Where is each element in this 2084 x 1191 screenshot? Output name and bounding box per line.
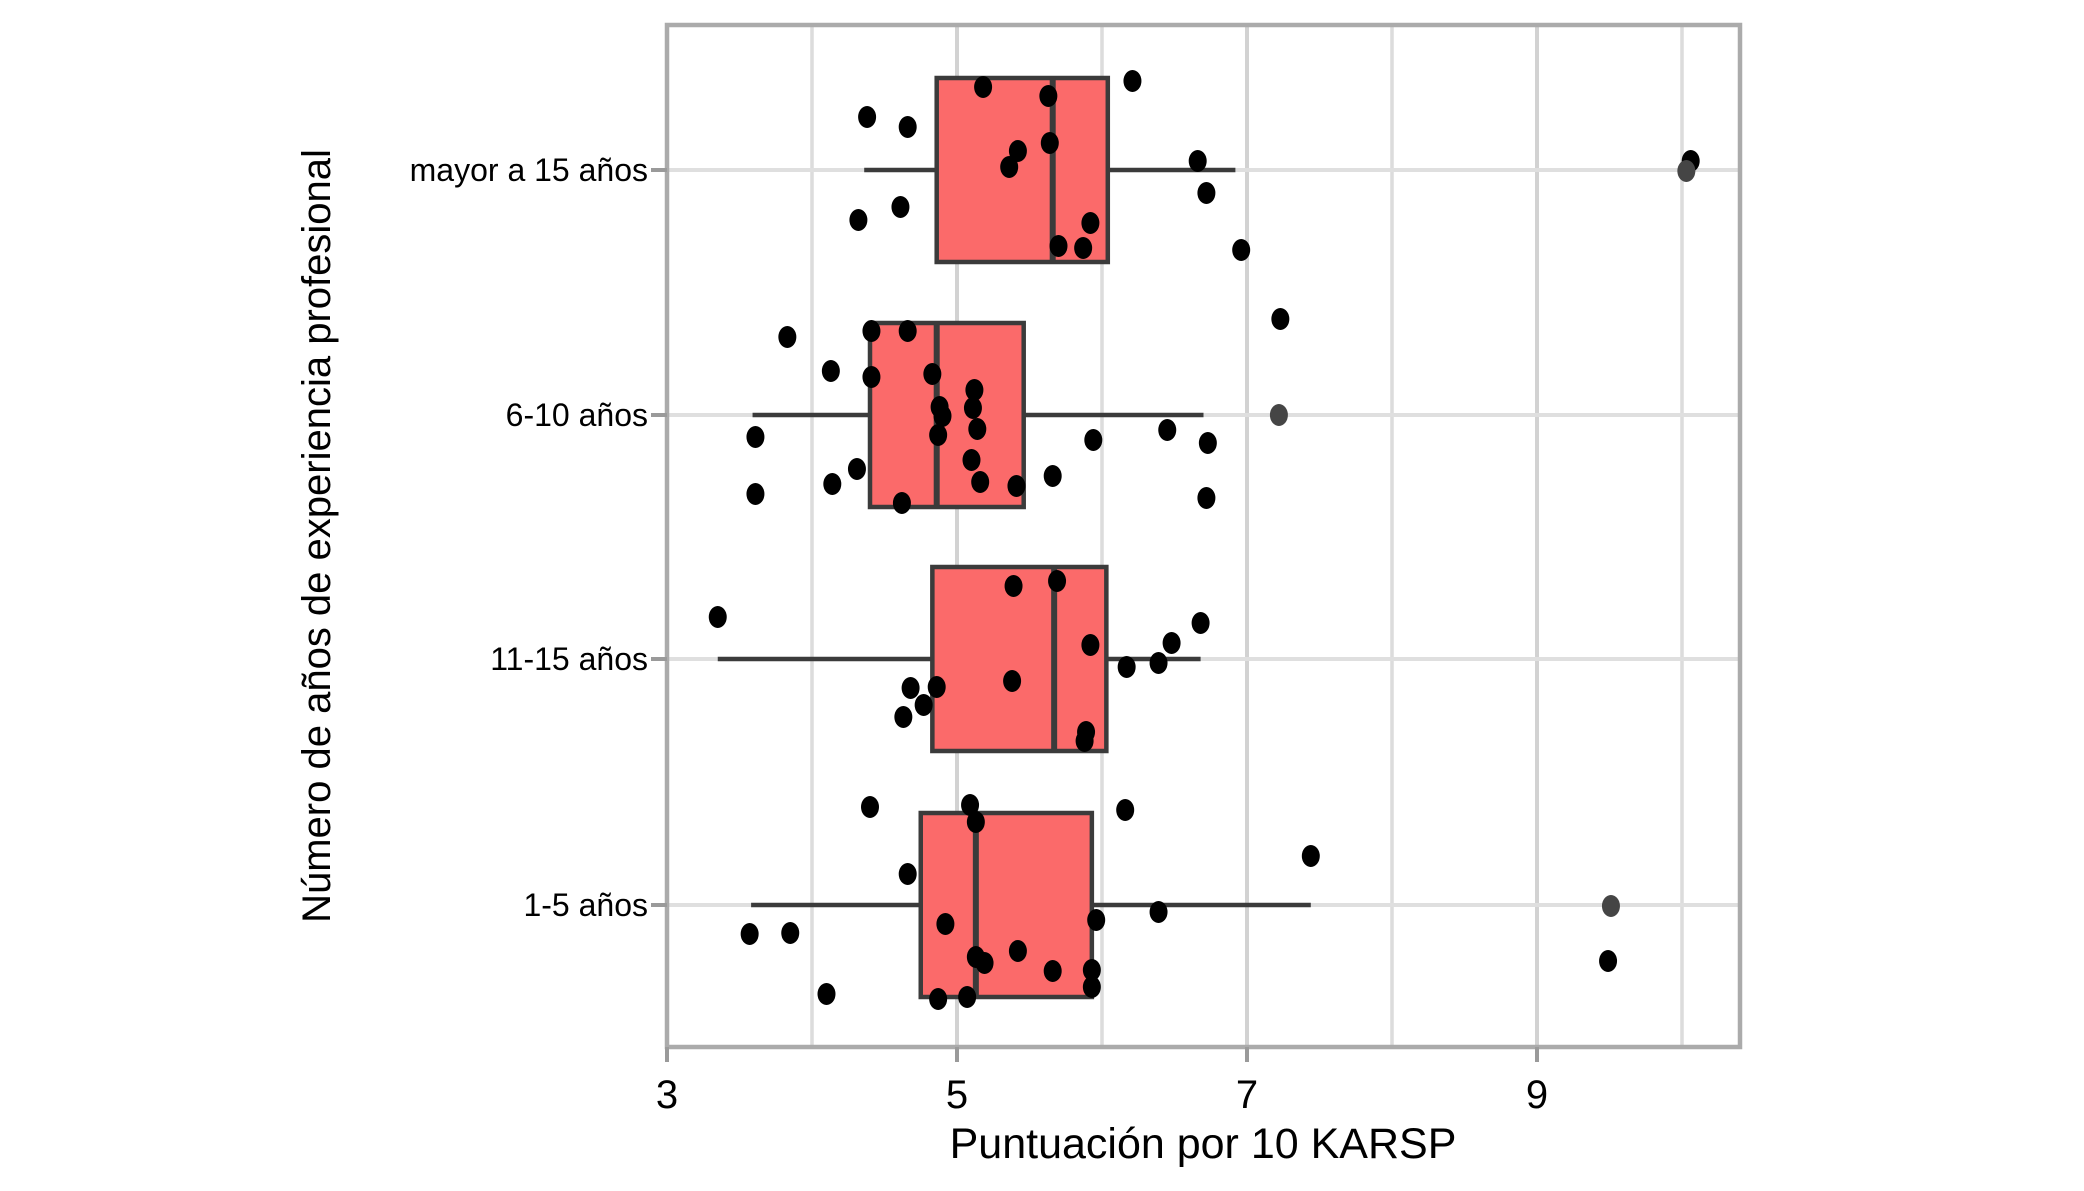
jitter-points-layer <box>708 70 1700 1010</box>
x-tick-label: 7 <box>1236 1073 1258 1117</box>
jitter-point <box>1188 150 1207 172</box>
x-axis-title: Puntuación por 10 KARSP <box>950 1120 1457 1168</box>
panel-border <box>664 22 1743 1050</box>
jitter-point <box>968 418 987 440</box>
y-axis-title: Número de años de experiencia profesiona… <box>295 149 339 923</box>
jitter-point <box>1599 950 1618 972</box>
jitter-point <box>974 76 993 98</box>
axis-ticks-layer <box>651 168 1539 1062</box>
jitter-point <box>1162 632 1181 654</box>
jitter-point <box>817 983 836 1005</box>
jitter-point <box>894 706 913 728</box>
jitter-point <box>1149 901 1168 923</box>
jitter-point <box>898 863 917 885</box>
jitter-point <box>1301 845 1320 867</box>
jitter-point <box>1082 976 1101 998</box>
jitter-point <box>892 492 911 514</box>
jitter-point <box>1116 799 1135 821</box>
jitter-point <box>1007 475 1026 497</box>
boxplot-box <box>930 564 1109 754</box>
axis-tick-labels-layer: 3 5 7 9 mayor a 15 años 6-10 años 11-15 años 1-… <box>410 152 1548 1117</box>
jitter-point <box>821 360 840 382</box>
jitter-point <box>1075 730 1094 752</box>
jitter-point <box>1081 634 1100 656</box>
jitter-point <box>1008 140 1027 162</box>
jitter-point <box>1074 237 1093 259</box>
jitter-point <box>1049 235 1068 257</box>
jitter-point <box>965 379 984 401</box>
jitter-point <box>1003 670 1022 692</box>
jitter-point <box>1039 85 1058 107</box>
jitter-point <box>1198 432 1217 454</box>
jitter-point <box>933 405 952 427</box>
jitter-point <box>862 320 881 342</box>
x-tick-label: 3 <box>656 1073 678 1117</box>
jitter-point <box>1123 70 1142 92</box>
jitter-point <box>914 694 933 716</box>
x-tick-label: 5 <box>946 1073 968 1117</box>
jitter-point <box>927 676 946 698</box>
jitter-point <box>1082 959 1101 981</box>
jitter-point <box>923 363 942 385</box>
jitter-point <box>708 606 727 628</box>
jitter-point <box>1000 156 1019 178</box>
boxplot-box <box>934 75 1111 265</box>
y-category-label: 1-5 años <box>523 887 648 923</box>
jitter-point <box>1197 487 1216 509</box>
jitter-point <box>929 988 948 1010</box>
jitter-point <box>961 794 980 816</box>
panel-border-layer <box>664 22 1743 1050</box>
jitter-point <box>858 106 877 128</box>
jitter-point <box>1232 239 1251 261</box>
jitter-point <box>898 116 917 138</box>
jitter-point <box>1008 940 1027 962</box>
jitter-point <box>1043 960 1062 982</box>
jitter-point <box>966 811 985 833</box>
jitter-point <box>1048 570 1067 592</box>
jitter-point <box>746 426 765 448</box>
jitter-point <box>1084 429 1103 451</box>
jitter-point <box>823 473 842 495</box>
y-category-label: 6-10 años <box>506 397 648 433</box>
jitter-point <box>1158 419 1177 441</box>
jitter-point <box>901 677 920 699</box>
jitter-point <box>1197 182 1216 204</box>
jitter-point <box>891 196 910 218</box>
jitter-point <box>1601 895 1620 917</box>
jitter-point <box>975 952 994 974</box>
jitter-point <box>963 397 982 419</box>
jitter-point <box>1149 652 1168 674</box>
jitter-point <box>1271 308 1290 330</box>
jitter-point <box>929 424 948 446</box>
jitter-point <box>1004 575 1023 597</box>
jitter-point <box>740 923 759 945</box>
jitter-point <box>958 986 977 1008</box>
jitter-point <box>1117 656 1136 678</box>
jitter-point <box>861 796 879 818</box>
jitter-point <box>936 913 955 935</box>
jitter-point <box>1677 160 1696 182</box>
boxplot-box <box>918 810 1095 1000</box>
jitter-point <box>849 209 868 231</box>
jitter-point <box>1040 132 1059 154</box>
boxplots-layer <box>717 75 1311 1000</box>
jitter-point <box>746 483 765 505</box>
jitter-point <box>1269 404 1288 426</box>
jitter-point <box>1081 212 1100 234</box>
y-category-label: 11-15 años <box>490 641 648 677</box>
jitter-point <box>1087 909 1106 931</box>
jitter-point <box>781 922 800 944</box>
jitter-point <box>847 458 866 480</box>
jitter-point <box>1043 465 1062 487</box>
jitter-point <box>862 366 881 388</box>
x-tick-label: 9 <box>1526 1073 1548 1117</box>
jitter-point <box>1191 612 1210 634</box>
jitter-point <box>778 326 797 348</box>
y-category-label: mayor a 15 años <box>410 152 648 188</box>
jitter-point <box>962 449 981 471</box>
jitter-point <box>971 471 990 493</box>
jitter-point <box>898 320 917 342</box>
